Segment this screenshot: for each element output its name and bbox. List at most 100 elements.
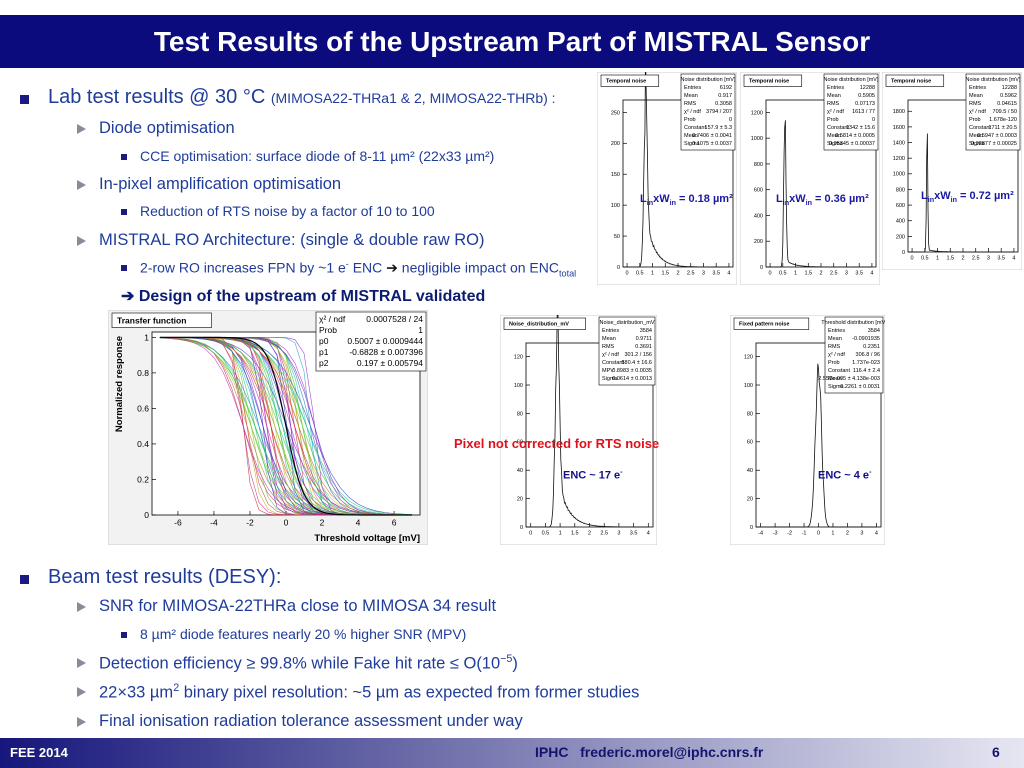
stats-title: Threshold distribution [mV] xyxy=(821,320,885,326)
plot-title-box xyxy=(743,74,803,87)
stats-box xyxy=(824,316,884,394)
stats-title: Noise_distribution_mV xyxy=(599,320,654,326)
y-tick-label: 100 xyxy=(611,203,620,209)
stats-key: Entries xyxy=(969,85,986,91)
stats-key: Mean xyxy=(969,93,983,99)
x-tick-label: 1.5 xyxy=(571,531,579,537)
stats-key: χ² / ndf xyxy=(827,109,844,115)
plot-title-box xyxy=(111,312,212,328)
text: CCE optimisation: surface diode of 8-11 … xyxy=(140,148,495,164)
x-tick-label: 3 xyxy=(702,271,705,277)
x-axis-label: Threshold voltage [mV] xyxy=(314,533,420,544)
x-tick-label: -2 xyxy=(787,531,792,537)
x-tick-label: 0 xyxy=(529,531,532,537)
text: L xyxy=(640,193,647,205)
stats-key: Sigma xyxy=(969,141,986,147)
stats-key: Mean xyxy=(684,93,698,99)
stats-key: RMS xyxy=(827,101,840,107)
stats-value: 3584 xyxy=(640,328,652,334)
x-tick-label: 3.5 xyxy=(630,531,638,537)
y-tick-label: 1000 xyxy=(893,172,905,178)
bullet: 22×33 µm2 binary pixel resolution: ~5 µm… xyxy=(76,682,639,703)
stats-value: 3584 xyxy=(868,328,880,334)
stats-key: Sigma xyxy=(602,376,619,382)
plot: 0 0.5 1 1.5 2 2.5 3 3.5 4 0 200 400 600 800 1000 1200 Te… xyxy=(740,72,880,285)
plot-title-box xyxy=(600,74,660,87)
y-tick-label: 600 xyxy=(754,188,763,194)
stats-value: 301.2 / 156 xyxy=(624,352,652,358)
x-tick-label: 2.5 xyxy=(600,531,608,537)
stats-value: 0.3058 xyxy=(715,101,732,107)
x-tick-label: -1 xyxy=(802,531,807,537)
stats-value: 1711 ± 20.5 xyxy=(988,125,1017,131)
text: in xyxy=(950,196,957,205)
caption: ENC ~ 17 e- xyxy=(563,468,623,482)
stats-value: 1.737e-023 xyxy=(852,360,880,366)
x-tick-label: 2.5 xyxy=(972,256,980,262)
stats-value: 0.5007 ± 0.0009444 xyxy=(347,336,423,346)
text: Final ionisation radiation tolerance ass… xyxy=(99,712,523,730)
stats-value: 1 xyxy=(418,325,423,335)
plot: 0 0.5 1 1.5 2 2.5 3 3.5 4 0 200 400 600 800 1000 1200 14… xyxy=(882,72,1022,270)
bullet: In-pixel amplification optimisation xyxy=(76,175,341,194)
stats-value: 0.0007528 / 24 xyxy=(366,314,423,324)
stats-value: 306.8 / 96 xyxy=(856,352,880,358)
y-tick-label: 60 xyxy=(517,440,523,446)
stats-key: Constant xyxy=(969,125,991,131)
stats-key: Mean xyxy=(969,133,983,139)
y-tick-label: 250 xyxy=(611,110,620,116)
stats-key: Mean xyxy=(828,336,842,342)
y-tick-label: 0.6 xyxy=(137,403,149,413)
plot-title: Temporal noise xyxy=(891,79,931,85)
y-tick-label: 400 xyxy=(896,219,905,225)
x-tick-label: 3 xyxy=(860,531,863,537)
x-tick-label: -4 xyxy=(210,518,218,528)
stats-value: 0 xyxy=(729,117,732,123)
x-tick-label: 4 xyxy=(870,271,873,277)
stats-key: RMS xyxy=(684,101,697,107)
stats-key: Mean xyxy=(827,133,841,139)
stats-value: 580.4 ± 16.6 xyxy=(621,360,652,366)
stats-value: 0.3691 xyxy=(635,344,652,350)
stats-value: 0.02877 ± 0.00025 xyxy=(971,141,1017,147)
x-tick-label: 0.5 xyxy=(779,271,787,277)
x-tick-label: 6 xyxy=(392,518,397,528)
text: Reduction of RTS noise by a factor of 10… xyxy=(140,203,435,219)
stats-value: 6192 xyxy=(720,85,732,91)
x-tick-label: 1 xyxy=(794,271,797,277)
text: Beam test results (DESY): xyxy=(48,566,282,588)
plot: 0 0.5 1 1.5 2 2.5 3 3.5 4020406080100120Noise_di… xyxy=(500,315,657,545)
stats-key: RMS xyxy=(969,101,982,107)
conclusion: ➔ Design of the upstream of MISTRAL vali… xyxy=(121,288,486,305)
x-tick-label: 3 xyxy=(845,271,848,277)
x-tick-label: -3 xyxy=(773,531,778,537)
text: L xyxy=(776,193,783,205)
plot-title-box xyxy=(885,74,945,87)
text: - xyxy=(620,468,623,476)
bullet: Lab test results @ 30 °C (MIMOSA22-THRa1… xyxy=(20,86,556,109)
stats-key: Constant xyxy=(684,125,706,131)
x-tick-label: 0 xyxy=(817,531,820,537)
x-tick-label: 4 xyxy=(647,531,650,537)
y-tick-label: 1200 xyxy=(751,110,763,116)
stats-value: 0.05345 ± 0.00037 xyxy=(829,141,875,147)
plot-title: Temporal noise xyxy=(749,79,789,85)
stats-key: Constant xyxy=(827,125,849,131)
y-tick-label: 0 xyxy=(520,525,523,531)
y-tick-label: 0 xyxy=(617,265,620,271)
text: xW xyxy=(789,193,806,205)
x-tick-label: 2 xyxy=(588,531,591,537)
text: Lab test results @ 30 °C xyxy=(48,86,266,108)
y-tick-label: 100 xyxy=(744,383,753,389)
x-tick-label: 1.5 xyxy=(804,271,812,277)
stats-key: Mean xyxy=(827,93,841,99)
stats-key: p1 xyxy=(319,347,329,357)
stats-value: 1.678e-120 xyxy=(989,117,1017,123)
y-tick-label: 1200 xyxy=(893,156,905,162)
stats-key: χ² / ndf xyxy=(684,109,701,115)
text: in xyxy=(927,196,935,205)
stats-title: Noise distribution [mV] xyxy=(965,77,1020,83)
bullet: 8 µm² diode features nearly 20 % higher … xyxy=(120,626,466,642)
y-tick-label: 200 xyxy=(754,239,763,245)
stats-key: Prob xyxy=(969,117,981,123)
